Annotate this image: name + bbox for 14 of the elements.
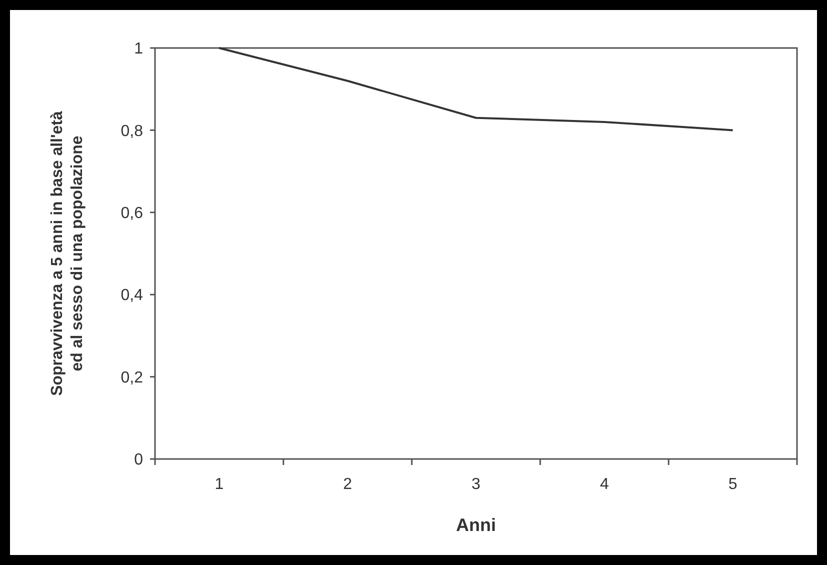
y-tick-label: 0,2 (120, 369, 144, 386)
x-tick-label: 4 (600, 476, 609, 493)
y-tick-label: 0,6 (120, 205, 144, 222)
x-tick-label: 2 (343, 476, 352, 493)
y-tick-label: 0,8 (120, 122, 144, 140)
y-tick-label: 0 (134, 452, 144, 469)
y-tick-label: 1 (134, 40, 144, 58)
x-axis-title: Anni (456, 515, 496, 535)
x-tick-label: 5 (728, 476, 738, 493)
x-tick-label: 1 (214, 476, 224, 493)
x-tick-label: 3 (472, 476, 481, 493)
line-series (218, 47, 734, 132)
y-tick-label: 0,4 (120, 287, 144, 304)
y-axis-title: Sopravvivenza a 5 anni in base all'età ed al sesso di una popolazione (49, 110, 86, 396)
